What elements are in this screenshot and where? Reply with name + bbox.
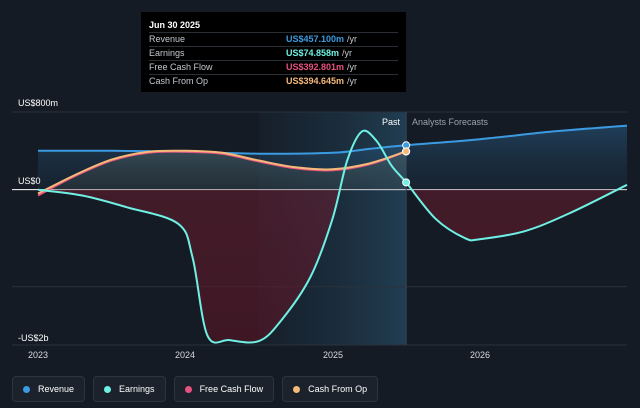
y-tick-label: -US$2b (18, 333, 49, 343)
tooltip: Jun 30 2025 Revenue US$457.100m /yr Earn… (141, 12, 406, 92)
cash-from-op-marker (402, 147, 411, 156)
cash-from-op-line (37, 149, 407, 195)
tooltip-row-unit: /yr (347, 34, 358, 44)
tooltip-row-label: Cash From Op (149, 76, 209, 86)
legend-label: Earnings (119, 384, 155, 394)
tooltip-row-value: US$392.801m (286, 62, 345, 72)
tooltip-row-unit: /yr (347, 62, 358, 72)
legend-label: Free Cash Flow (199, 384, 264, 394)
legend-label: Revenue (38, 384, 75, 394)
legend-item-revenue[interactable]: Revenue (12, 376, 86, 402)
chart-area: US$800m US$0 -US$2b 2023 2024 2025 2026 … (12, 98, 628, 360)
earnings-marker (402, 178, 411, 187)
y-tick-label: US$800m (18, 98, 58, 108)
x-tick-label: 2025 (323, 350, 343, 360)
earnings-line (37, 129, 628, 344)
revenue-area (38, 125, 627, 190)
x-tick-label: 2023 (28, 350, 48, 360)
legend-label: Cash From Op (308, 384, 368, 394)
tooltip-row-value: US$457.100m (286, 34, 345, 44)
tooltip-row-label: Revenue (149, 34, 186, 44)
tooltip-row-unit: /yr (347, 76, 358, 86)
forecast-region-label: Analysts Forecasts (412, 117, 489, 127)
legend-item-free-cash-flow[interactable]: Free Cash Flow (173, 376, 275, 402)
x-tick-label: 2024 (175, 350, 195, 360)
earnings-negative-area (38, 189, 627, 343)
tooltip-row-unit: /yr (342, 48, 353, 58)
legend-item-cash-from-op[interactable]: Cash From Op (282, 376, 379, 402)
tooltip-row-value: US$394.645m (286, 76, 345, 86)
past-region-label: Past (382, 117, 401, 127)
tooltip-row-earnings: Earnings US$74.858m /yr (149, 46, 398, 60)
tooltip-date: Jun 30 2025 (149, 20, 201, 30)
tooltip-row-cash-from-op: Cash From Op US$394.645m /yr (149, 74, 398, 88)
legend-dot-icon (104, 385, 112, 393)
tooltip-row-label: Earnings (149, 48, 185, 58)
legend-dot-icon (23, 385, 30, 393)
tooltip-row-free-cash-flow: Free Cash Flow US$392.801m /yr (149, 60, 398, 74)
legend-dot-icon (184, 385, 192, 393)
x-tick-label: 2026 (470, 350, 490, 360)
legend-dot-icon (293, 385, 301, 393)
legend: Revenue Earnings Free Cash Flow Cash Fro… (12, 376, 379, 402)
legend-item-earnings[interactable]: Earnings (93, 376, 166, 402)
y-tick-label: US$0 (18, 176, 41, 186)
tooltip-row-revenue: Revenue US$457.100m /yr (149, 32, 398, 46)
tooltip-row-value: US$74.858m (286, 48, 340, 58)
tooltip-row-label: Free Cash Flow (149, 62, 213, 72)
